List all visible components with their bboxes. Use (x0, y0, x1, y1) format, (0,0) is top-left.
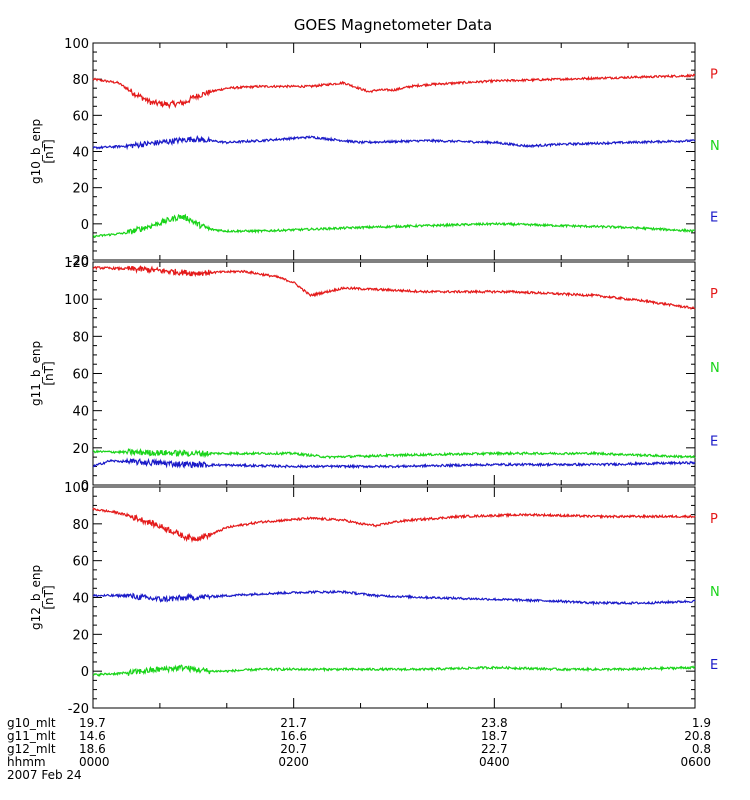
y-axis-label: g10_b_enp (29, 119, 43, 184)
footer-row-label: g11_mlt (7, 729, 56, 743)
footer-row-label: g10_mlt (7, 716, 56, 730)
legend-n: N (710, 139, 720, 154)
footer-value: 20.7 (280, 742, 307, 756)
y-tick-label: 40 (72, 405, 89, 420)
y-axis-label: g11_b_enp (29, 341, 43, 406)
legend-n: N (710, 361, 720, 376)
series-e-line (92, 457, 696, 470)
footer-value: 18.6 (79, 742, 106, 756)
footer-value: 19.7 (79, 716, 106, 730)
y-tick-label: 0 (81, 218, 89, 233)
footer-value: 22.7 (481, 742, 508, 756)
legend-p: P (710, 287, 718, 302)
series-n-line (92, 447, 696, 460)
y-tick-label: -20 (68, 702, 89, 717)
y-tick-label: 20 (72, 182, 89, 197)
series-e-line (93, 213, 696, 239)
footer-value: 14.6 (79, 729, 106, 743)
footer-value: 0.8 (692, 742, 711, 756)
y-tick-label: 120 (64, 256, 89, 271)
series-p-line (92, 265, 696, 311)
footer-value: 0000 (79, 755, 110, 769)
legend-e: E (710, 658, 718, 673)
panel-1: -20 0 20 40 60 80 100 g10_b_enp [nT] P N E (29, 37, 720, 269)
series-n-line (92, 589, 696, 607)
footer-value: 20.8 (684, 729, 711, 743)
series-e-line (92, 664, 696, 677)
y-tick-label: 40 (72, 592, 89, 607)
y-tick-label: 60 (72, 109, 89, 124)
panel-3: -20 0 20 40 60 80 100 g12_b_enp [nT] P N E (29, 481, 720, 717)
footer-row-label: g12_mlt (7, 742, 56, 756)
y-tick-label: 60 (72, 368, 89, 383)
legend-e: E (710, 434, 718, 449)
footer-date: 2007 Feb 24 (7, 768, 82, 782)
y-tick-label: 100 (64, 37, 89, 52)
x-axis-footer: g10_mlt 19.7 21.7 23.8 1.9 g11_mlt 14.6 16.6 18.… (7, 716, 711, 782)
footer-value: 23.8 (481, 716, 508, 730)
y-axis-unit: [nT] (42, 361, 56, 385)
footer-value: 16.6 (280, 729, 307, 743)
chart-title: GOES Magnetometer Data (294, 16, 492, 34)
footer-value: 18.7 (481, 729, 508, 743)
legend-e: E (710, 211, 718, 226)
y-tick-label: 20 (72, 628, 89, 643)
legend-p: P (710, 512, 718, 527)
y-axis-label: g12_b_enp (29, 565, 43, 630)
y-tick-label: 0 (81, 665, 89, 680)
y-tick-label: 80 (72, 330, 89, 345)
series-p-line (92, 507, 696, 544)
series-p-line (92, 73, 696, 110)
series-n-line (92, 134, 696, 151)
panel-2: 0 20 40 60 80 100 120 g11_b_enp [nT] P N E (29, 256, 720, 494)
y-tick-label: 40 (72, 146, 89, 161)
y-tick-label: -20 (68, 254, 89, 269)
footer-row-label: hhmm (7, 755, 46, 769)
legend-p: P (710, 67, 718, 82)
y-tick-label: 80 (72, 518, 89, 533)
footer-value: 0600 (680, 755, 711, 769)
y-tick-label: 80 (72, 73, 89, 88)
y-axis-unit: [nT] (42, 139, 56, 163)
y-tick-label: 100 (64, 481, 89, 496)
y-tick-label: 0 (81, 479, 89, 494)
y-tick-label: 20 (72, 442, 89, 457)
footer-value: 1.9 (692, 716, 711, 730)
legend-n: N (710, 585, 720, 600)
y-tick-label: 60 (72, 555, 89, 570)
y-tick-label: 100 (64, 293, 89, 308)
footer-value: 0200 (278, 755, 309, 769)
footer-value: 21.7 (280, 716, 307, 730)
y-axis-unit: [nT] (42, 585, 56, 609)
footer-value: 0400 (479, 755, 510, 769)
